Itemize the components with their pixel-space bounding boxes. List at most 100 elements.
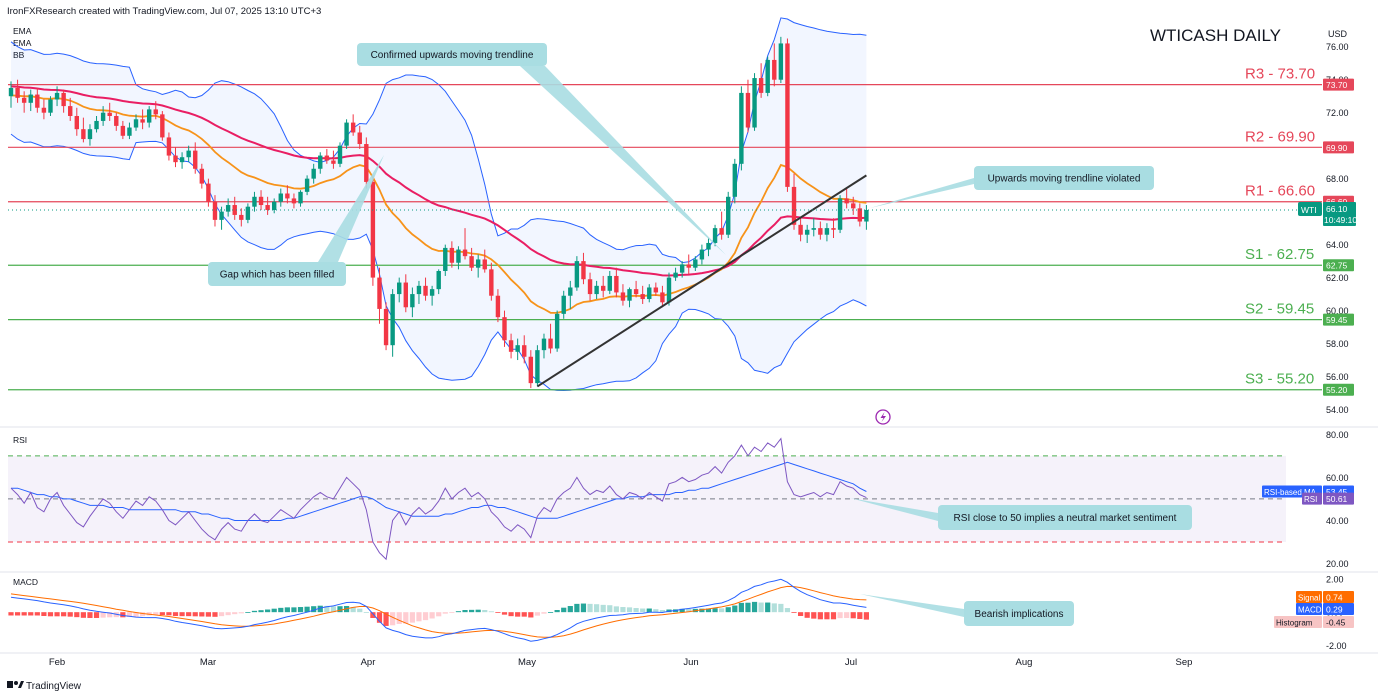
candle[interactable] bbox=[475, 254, 481, 278]
candle[interactable] bbox=[245, 203, 251, 224]
candle[interactable] bbox=[272, 198, 277, 214]
candle[interactable] bbox=[68, 97, 73, 121]
candle[interactable] bbox=[607, 270, 612, 295]
candle[interactable] bbox=[160, 111, 165, 141]
candle[interactable] bbox=[186, 145, 191, 163]
candle[interactable] bbox=[54, 86, 60, 107]
candle[interactable] bbox=[61, 89, 66, 113]
candle[interactable] bbox=[548, 323, 553, 354]
candle[interactable] bbox=[587, 272, 593, 301]
candle[interactable] bbox=[87, 124, 93, 146]
candle[interactable] bbox=[851, 196, 856, 215]
candle[interactable] bbox=[640, 285, 645, 304]
candle[interactable] bbox=[765, 56, 770, 97]
candle[interactable] bbox=[804, 224, 810, 243]
candle[interactable] bbox=[489, 262, 494, 301]
candle[interactable] bbox=[818, 221, 823, 240]
candle[interactable] bbox=[212, 195, 218, 227]
candle[interactable] bbox=[778, 36, 784, 84]
candle[interactable] bbox=[179, 152, 185, 169]
candle[interactable] bbox=[693, 256, 698, 271]
candle[interactable] bbox=[758, 63, 764, 98]
annotation-callout[interactable]: Gap which has been filled bbox=[208, 155, 384, 286]
candle[interactable] bbox=[811, 218, 816, 237]
candle[interactable] bbox=[21, 91, 27, 113]
candle[interactable] bbox=[15, 79, 20, 103]
candle[interactable] bbox=[114, 112, 119, 131]
candle[interactable] bbox=[837, 195, 843, 234]
candle[interactable] bbox=[699, 244, 705, 265]
candle[interactable] bbox=[173, 147, 178, 168]
candle[interactable] bbox=[133, 114, 139, 131]
candle[interactable] bbox=[225, 198, 231, 217]
annotation-callout[interactable]: Upwards moving trendline violated bbox=[870, 166, 1154, 208]
candle[interactable] bbox=[390, 289, 395, 357]
candle[interactable] bbox=[206, 178, 211, 207]
candle[interactable] bbox=[107, 102, 112, 121]
candle[interactable] bbox=[140, 109, 145, 130]
candle[interactable] bbox=[554, 310, 560, 352]
candle[interactable] bbox=[377, 267, 382, 324]
candle[interactable] bbox=[81, 117, 86, 143]
candle[interactable] bbox=[824, 223, 830, 242]
candle[interactable] bbox=[331, 150, 336, 169]
candle[interactable] bbox=[311, 163, 316, 184]
candle[interactable] bbox=[74, 107, 79, 136]
candle[interactable] bbox=[732, 158, 737, 204]
candle[interactable] bbox=[344, 119, 349, 149]
candle[interactable] bbox=[8, 81, 14, 108]
candle[interactable] bbox=[285, 185, 290, 204]
candle[interactable] bbox=[120, 120, 126, 140]
candle[interactable] bbox=[357, 125, 362, 149]
candle[interactable] bbox=[633, 280, 639, 298]
candle[interactable] bbox=[581, 252, 586, 285]
candle[interactable] bbox=[199, 163, 205, 189]
candle[interactable] bbox=[798, 216, 803, 242]
candle[interactable] bbox=[864, 205, 869, 230]
candle[interactable] bbox=[28, 89, 33, 112]
candle[interactable] bbox=[482, 249, 487, 273]
candle[interactable] bbox=[844, 188, 849, 209]
candle[interactable] bbox=[410, 287, 415, 318]
uptrend-line[interactable] bbox=[536, 174, 867, 388]
candle[interactable] bbox=[456, 246, 461, 270]
candle[interactable] bbox=[239, 208, 244, 227]
candle[interactable] bbox=[265, 196, 270, 215]
candle[interactable] bbox=[449, 241, 455, 268]
candle[interactable] bbox=[304, 175, 310, 196]
candle[interactable] bbox=[324, 148, 330, 164]
candle[interactable] bbox=[620, 284, 626, 306]
candle[interactable] bbox=[653, 282, 659, 296]
candle[interactable] bbox=[146, 106, 152, 128]
candle[interactable] bbox=[278, 188, 283, 207]
candle[interactable] bbox=[712, 224, 718, 247]
candle[interactable] bbox=[397, 277, 402, 303]
candle[interactable] bbox=[219, 206, 224, 230]
candle[interactable] bbox=[41, 99, 47, 120]
annotation-callout[interactable]: Bearish implications bbox=[860, 594, 1074, 626]
annotation-callout[interactable]: Confirmed upwards moving trendline bbox=[357, 43, 726, 255]
candle[interactable] bbox=[745, 79, 751, 133]
candle[interactable] bbox=[739, 86, 744, 171]
candle[interactable] bbox=[94, 115, 99, 133]
candle[interactable] bbox=[429, 285, 435, 306]
candle[interactable] bbox=[831, 218, 836, 239]
candle[interactable] bbox=[318, 152, 323, 174]
candle[interactable] bbox=[594, 280, 599, 300]
candle[interactable] bbox=[541, 333, 547, 359]
candle[interactable] bbox=[772, 43, 777, 87]
candle[interactable] bbox=[785, 38, 790, 192]
candle[interactable] bbox=[528, 350, 534, 389]
candle[interactable] bbox=[660, 285, 665, 308]
candle[interactable] bbox=[252, 191, 257, 212]
candle[interactable] bbox=[679, 261, 685, 278]
candle[interactable] bbox=[462, 228, 468, 260]
candle[interactable] bbox=[522, 335, 527, 364]
candle[interactable] bbox=[436, 269, 441, 295]
candle[interactable] bbox=[627, 287, 632, 308]
candle[interactable] bbox=[100, 106, 106, 126]
candle[interactable] bbox=[706, 238, 711, 257]
candle[interactable] bbox=[383, 302, 389, 351]
candle[interactable] bbox=[515, 338, 520, 361]
lightning-icon[interactable] bbox=[875, 409, 891, 425]
